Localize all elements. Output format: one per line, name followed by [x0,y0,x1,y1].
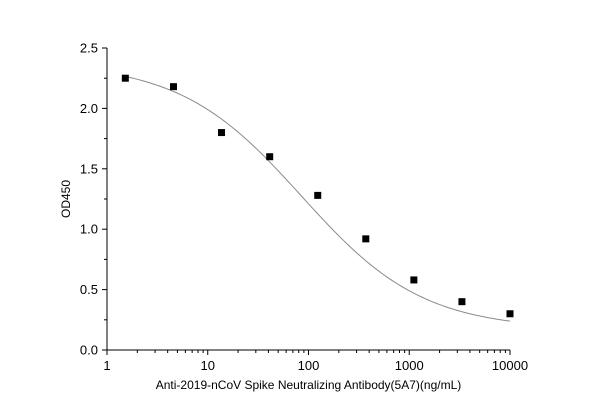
y-tick-label: 0.0 [80,343,98,358]
y-axis-title: OD450 [59,180,73,218]
data-point [506,310,514,318]
y-tick-label: 1.5 [80,161,98,176]
y-tick-label: 0.5 [80,282,98,297]
x-tick-label: 10 [201,358,215,373]
x-tick-label: 100 [298,358,320,373]
data-markers [121,74,514,318]
x-tick-label: 1000 [395,358,424,373]
data-point [266,153,274,161]
y-tick-label: 2.0 [80,101,98,116]
x-tick-label: 10000 [492,358,528,373]
plot-area [121,74,514,322]
data-point [410,276,418,284]
fit-curve [125,75,511,322]
y-ticks: 0.0 0.5 1.0 1.5 2.0 2.5 [80,41,107,358]
y-tick-label: 1.0 [80,222,98,237]
data-point [121,74,129,82]
x-ticks: 1 10 100 1000 10000 [103,350,528,373]
data-point [362,235,370,243]
data-point [314,191,322,199]
axes: 1 10 100 1000 10000 0.0 0.5 1.0 1.5 2.0 2.5 [80,41,528,374]
x-tick-label: 1 [103,358,110,373]
y-tick-label: 2.5 [80,41,98,56]
data-point [458,298,466,306]
data-point [218,129,226,137]
x-axis-title: Anti-2019-nCoV Spike Neutralizing Antibo… [156,378,462,392]
data-point [169,83,177,91]
